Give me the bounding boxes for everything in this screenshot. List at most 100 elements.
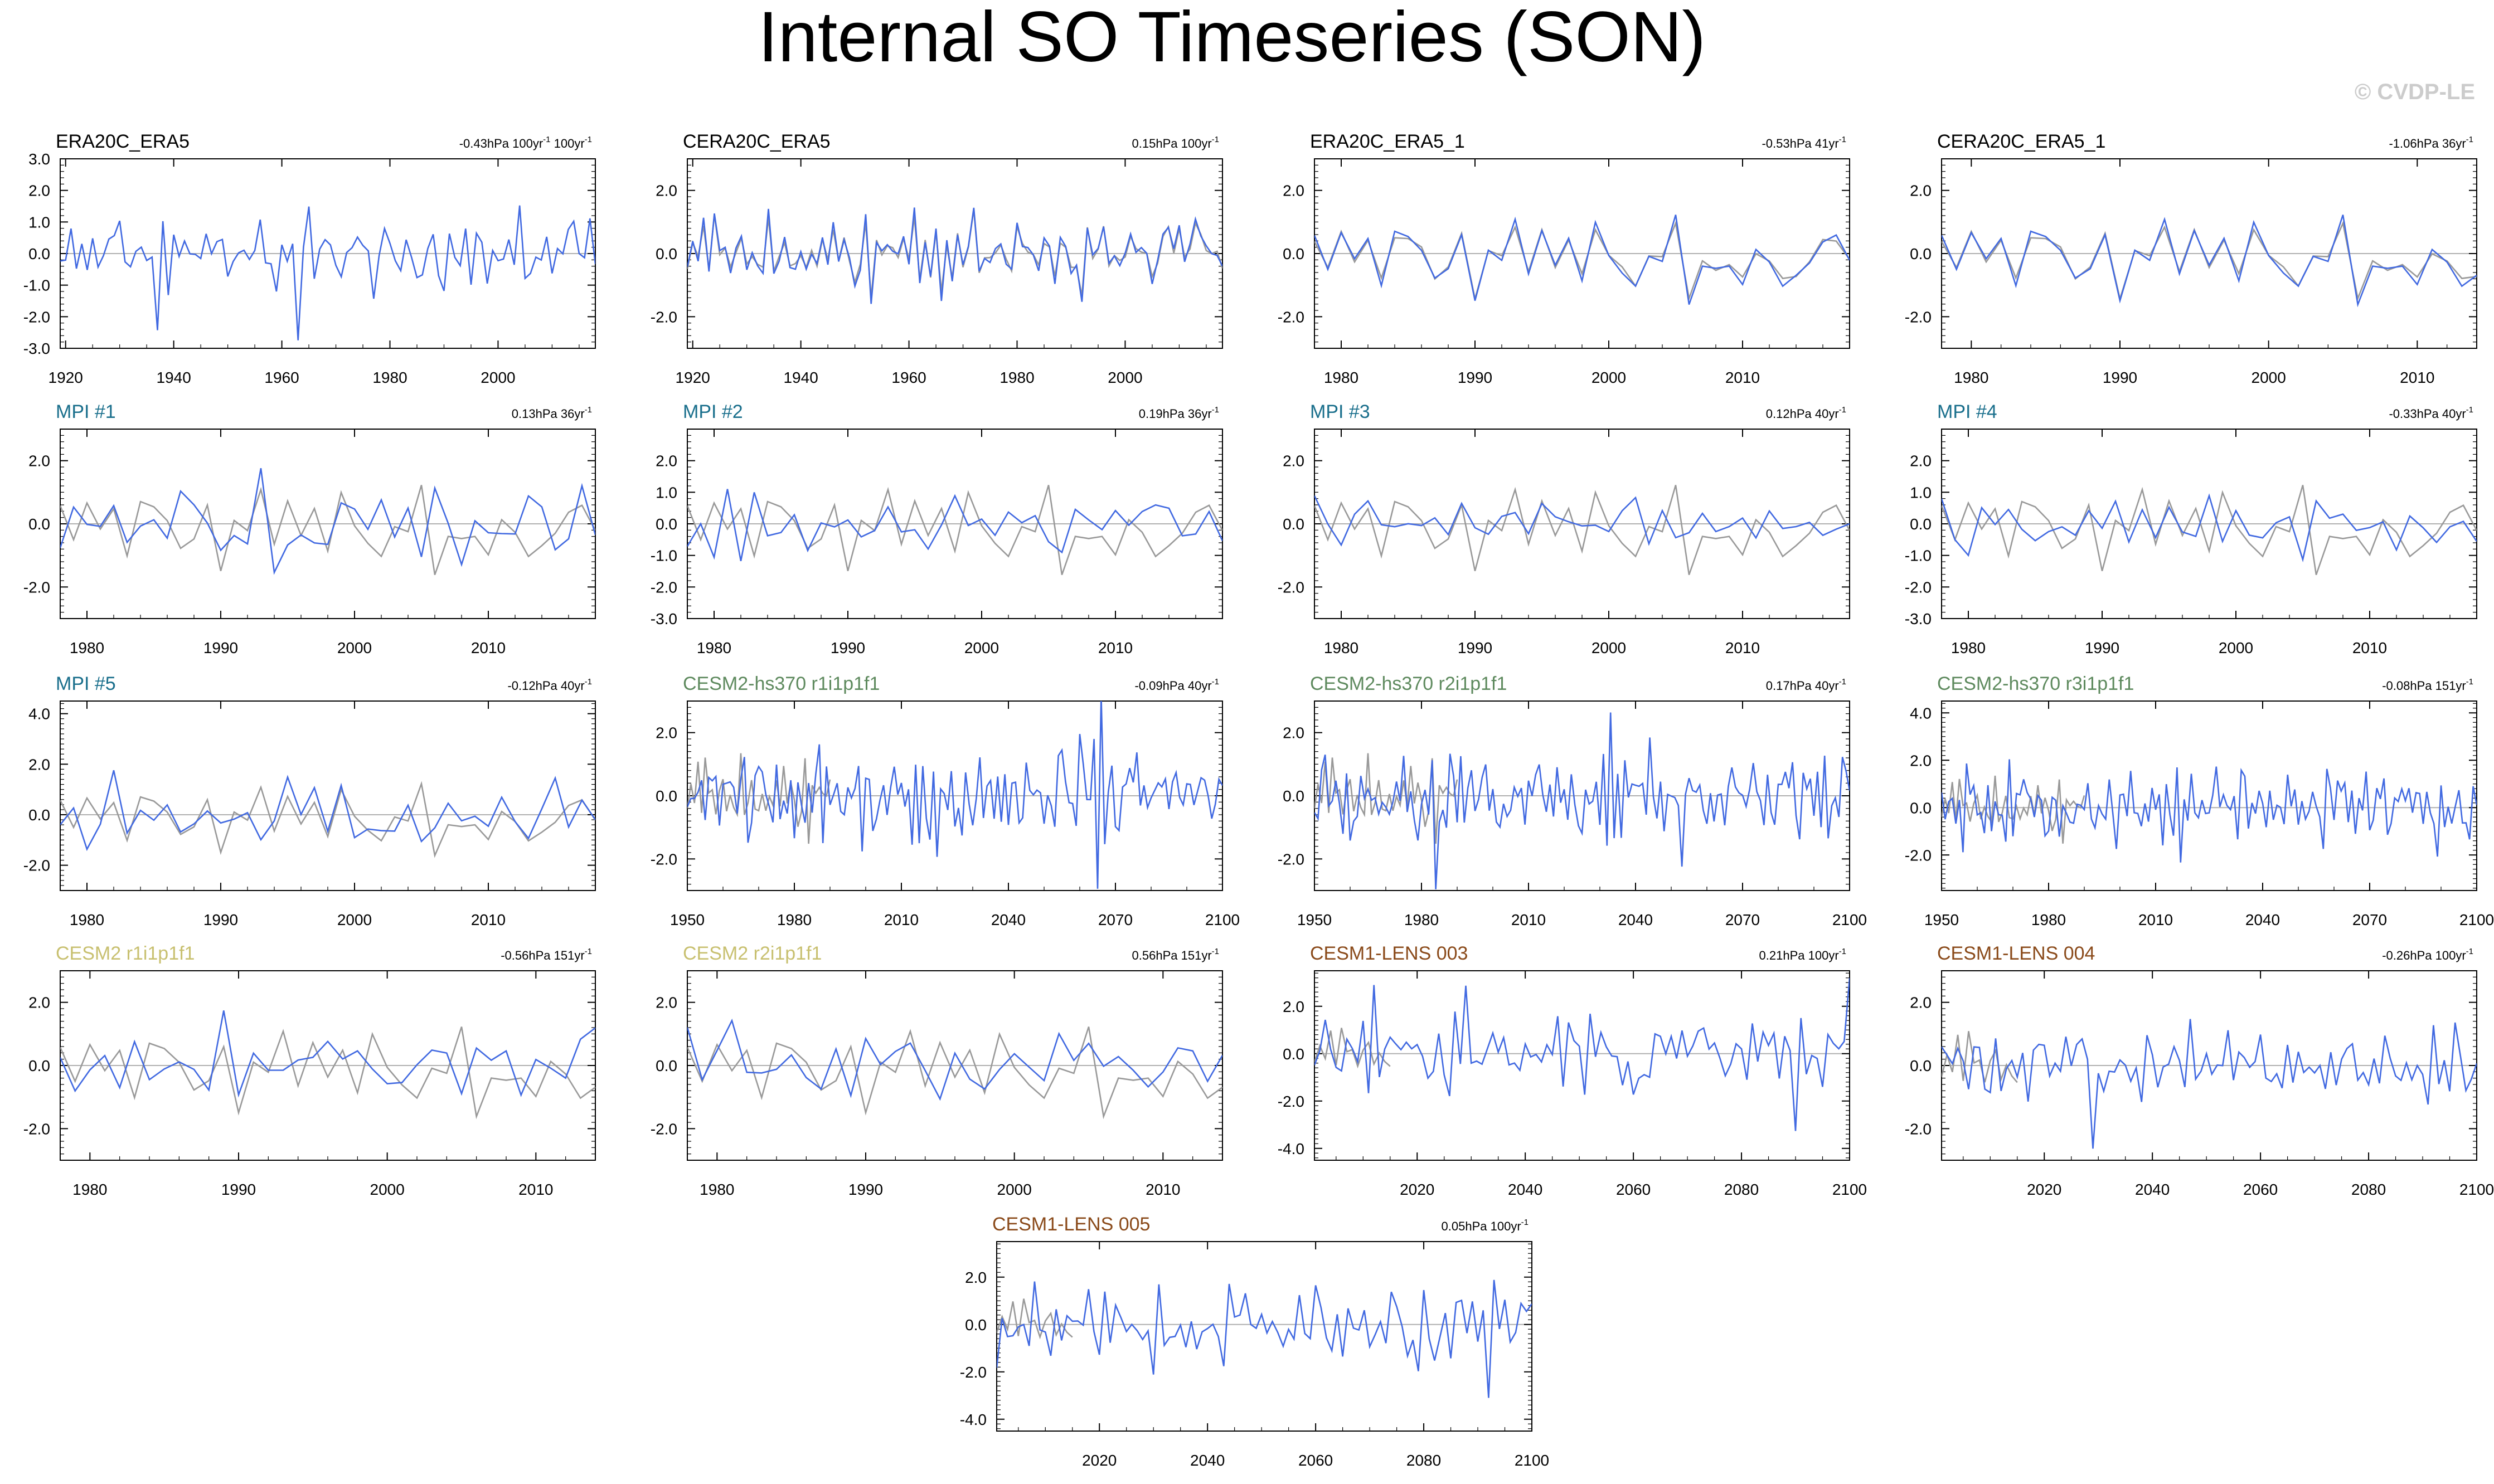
y-tick-label: 2.0 xyxy=(656,724,677,742)
x-tick-label: 2040 xyxy=(1618,911,1653,928)
reference-series-line xyxy=(1942,485,2477,575)
x-tick-label: 2040 xyxy=(991,911,1026,928)
reference-series-line xyxy=(687,753,831,844)
y-tick-label: -2.0 xyxy=(23,308,50,325)
x-tick-label: 2000 xyxy=(1108,369,1142,386)
y-tick-label: 1.0 xyxy=(656,484,677,501)
x-tick-label: 2040 xyxy=(2135,1181,2170,1198)
panel-6: MPI #2 0.19hPa 36yr-1 -3.0 -2.0 -1.0 0.0 1.0 2.… xyxy=(651,401,1223,656)
trend-label: 0.21hPa 100yr-1 xyxy=(1759,947,1846,962)
y-tick-label: 0.0 xyxy=(28,515,50,533)
reference-series-line xyxy=(1314,220,1850,301)
y-tick-label: -2.0 xyxy=(651,850,677,868)
x-tick-label: 2080 xyxy=(1406,1452,1441,1469)
x-tick-label: 1990 xyxy=(848,1181,883,1198)
x-tick-label: 2070 xyxy=(1725,911,1760,928)
x-tick-label: 1990 xyxy=(2103,369,2137,386)
y-tick-label: 0.0 xyxy=(656,787,677,805)
x-tick-label: 2060 xyxy=(2243,1181,2278,1198)
x-tick-label: 1990 xyxy=(1458,639,1492,656)
panel-5: MPI #1 0.13hPa 36yr-1 -2.0 0.0 2.0 1980 1990 20… xyxy=(23,401,596,656)
model-series-line xyxy=(1314,977,1850,1131)
trend-label: -0.26hPa 100yr-1 xyxy=(2382,947,2473,962)
trend-label: -0.43hPa 100yr-1 100yr-1 xyxy=(459,135,592,150)
y-tick-label: 0.0 xyxy=(656,245,677,262)
y-tick-label: 2.0 xyxy=(656,453,677,470)
model-series-line xyxy=(60,770,595,852)
y-tick-label: -2.0 xyxy=(1278,578,1304,596)
y-tick-label: 1.0 xyxy=(1910,484,1932,501)
model-series-line xyxy=(60,468,595,575)
model-series-line xyxy=(997,1279,1532,1398)
x-tick-label: 2010 xyxy=(2400,369,2434,386)
x-tick-label: 1980 xyxy=(70,639,104,656)
x-tick-label: 1990 xyxy=(831,639,865,656)
x-tick-label: 2070 xyxy=(1098,911,1133,928)
x-tick-label: 2000 xyxy=(997,1181,1032,1198)
y-tick-label: -3.0 xyxy=(23,340,50,357)
x-tick-label: 1990 xyxy=(1458,369,1492,386)
panel-15: CESM1-LENS 003 0.21hPa 100yr-1 -4.0 -2.0 0.0… xyxy=(1278,943,1867,1198)
panel-title: CESM2-hs370 r3i1p1f1 xyxy=(1937,673,2134,694)
y-tick-label: -2.0 xyxy=(1905,846,1932,864)
trend-label: 0.05hPa 100yr-1 xyxy=(1442,1218,1529,1233)
y-tick-label: 0.0 xyxy=(656,1057,677,1074)
x-tick-label: 1940 xyxy=(783,369,818,386)
trend-label: 0.13hPa 36yr-1 xyxy=(512,405,592,421)
trend-label: 0.15hPa 100yr-1 xyxy=(1132,135,1219,150)
panel-title: MPI #2 xyxy=(683,401,743,422)
panel-10: CESM2-hs370 r1i1p1f1 -0.09hPa 40yr-1 -2.0 0… xyxy=(651,673,1240,928)
y-tick-label: 3.0 xyxy=(28,150,50,168)
panel-title: MPI #1 xyxy=(56,401,116,422)
x-tick-label: 2040 xyxy=(1508,1181,1542,1198)
model-series-line xyxy=(60,205,595,340)
x-tick-label: 1980 xyxy=(1951,639,1986,656)
x-tick-label: 1980 xyxy=(1954,369,1988,386)
x-tick-label: 1980 xyxy=(70,911,104,928)
y-tick-label: -2.0 xyxy=(651,578,677,596)
y-tick-label: 2.0 xyxy=(28,182,50,200)
trend-label: -1.06hPa 36yr-1 xyxy=(2389,135,2473,150)
y-tick-label: 1.0 xyxy=(28,213,50,231)
y-tick-label: -2.0 xyxy=(1905,1120,1932,1137)
x-tick-label: 2020 xyxy=(1082,1452,1117,1469)
y-tick-label: -3.0 xyxy=(1905,610,1932,627)
y-tick-label: -2.0 xyxy=(651,1120,677,1137)
y-tick-label: 2.0 xyxy=(28,994,50,1011)
reference-series-line xyxy=(60,485,595,575)
model-series-line xyxy=(60,1010,595,1098)
x-tick-label: 2000 xyxy=(337,639,372,656)
panel-title: CESM2 r2i1p1f1 xyxy=(683,943,822,964)
panel-title: MPI #3 xyxy=(1310,401,1370,422)
model-series-line xyxy=(1942,493,2477,563)
y-tick-label: -2.0 xyxy=(1278,1093,1304,1110)
x-tick-label: 2010 xyxy=(1146,1181,1180,1198)
y-tick-label: 4.0 xyxy=(1910,704,1932,722)
y-tick-label: 0.0 xyxy=(1910,1057,1932,1074)
x-tick-label: 1990 xyxy=(203,911,238,928)
x-tick-label: 2100 xyxy=(2459,911,2494,928)
x-tick-label: 1980 xyxy=(700,1181,734,1198)
x-tick-label: 2010 xyxy=(1098,639,1133,656)
y-tick-label: 2.0 xyxy=(656,994,677,1011)
x-tick-label: 2040 xyxy=(1190,1452,1225,1469)
plot-frame xyxy=(60,700,596,891)
y-tick-label: -2.0 xyxy=(1905,578,1932,596)
y-tick-label: 0.0 xyxy=(1910,799,1932,816)
model-series-line xyxy=(1314,495,1850,547)
y-tick-label: 2.0 xyxy=(28,756,50,773)
model-series-line xyxy=(687,207,1222,304)
y-tick-label: -4.0 xyxy=(960,1411,987,1428)
model-series-line xyxy=(1314,712,1850,889)
x-tick-label: 2100 xyxy=(1515,1452,1549,1469)
x-tick-label: 1990 xyxy=(221,1181,256,1198)
model-series-line xyxy=(687,701,1222,889)
main-title: Internal SO Timeseries (SON) xyxy=(758,0,1706,77)
x-tick-label: 2060 xyxy=(1616,1181,1651,1198)
x-tick-label: 2010 xyxy=(471,911,506,928)
reference-series-line xyxy=(687,1026,1222,1120)
reference-series-line xyxy=(1942,221,2477,302)
y-tick-label: 2.0 xyxy=(965,1269,987,1286)
plot-frame xyxy=(996,1241,1532,1432)
trend-label: 0.56hPa 151yr-1 xyxy=(1132,947,1219,962)
